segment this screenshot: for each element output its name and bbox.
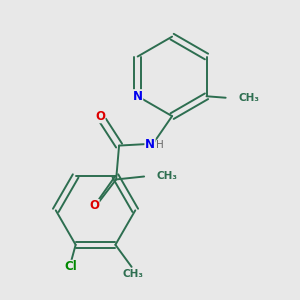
Text: N: N <box>145 138 155 151</box>
Text: H: H <box>157 140 164 150</box>
Text: O: O <box>95 110 105 123</box>
Text: CH₃: CH₃ <box>239 93 260 103</box>
Text: Cl: Cl <box>65 260 78 273</box>
Text: N: N <box>133 90 143 103</box>
Text: CH₃: CH₃ <box>157 172 178 182</box>
Text: CH₃: CH₃ <box>123 269 144 279</box>
Text: O: O <box>89 200 99 212</box>
